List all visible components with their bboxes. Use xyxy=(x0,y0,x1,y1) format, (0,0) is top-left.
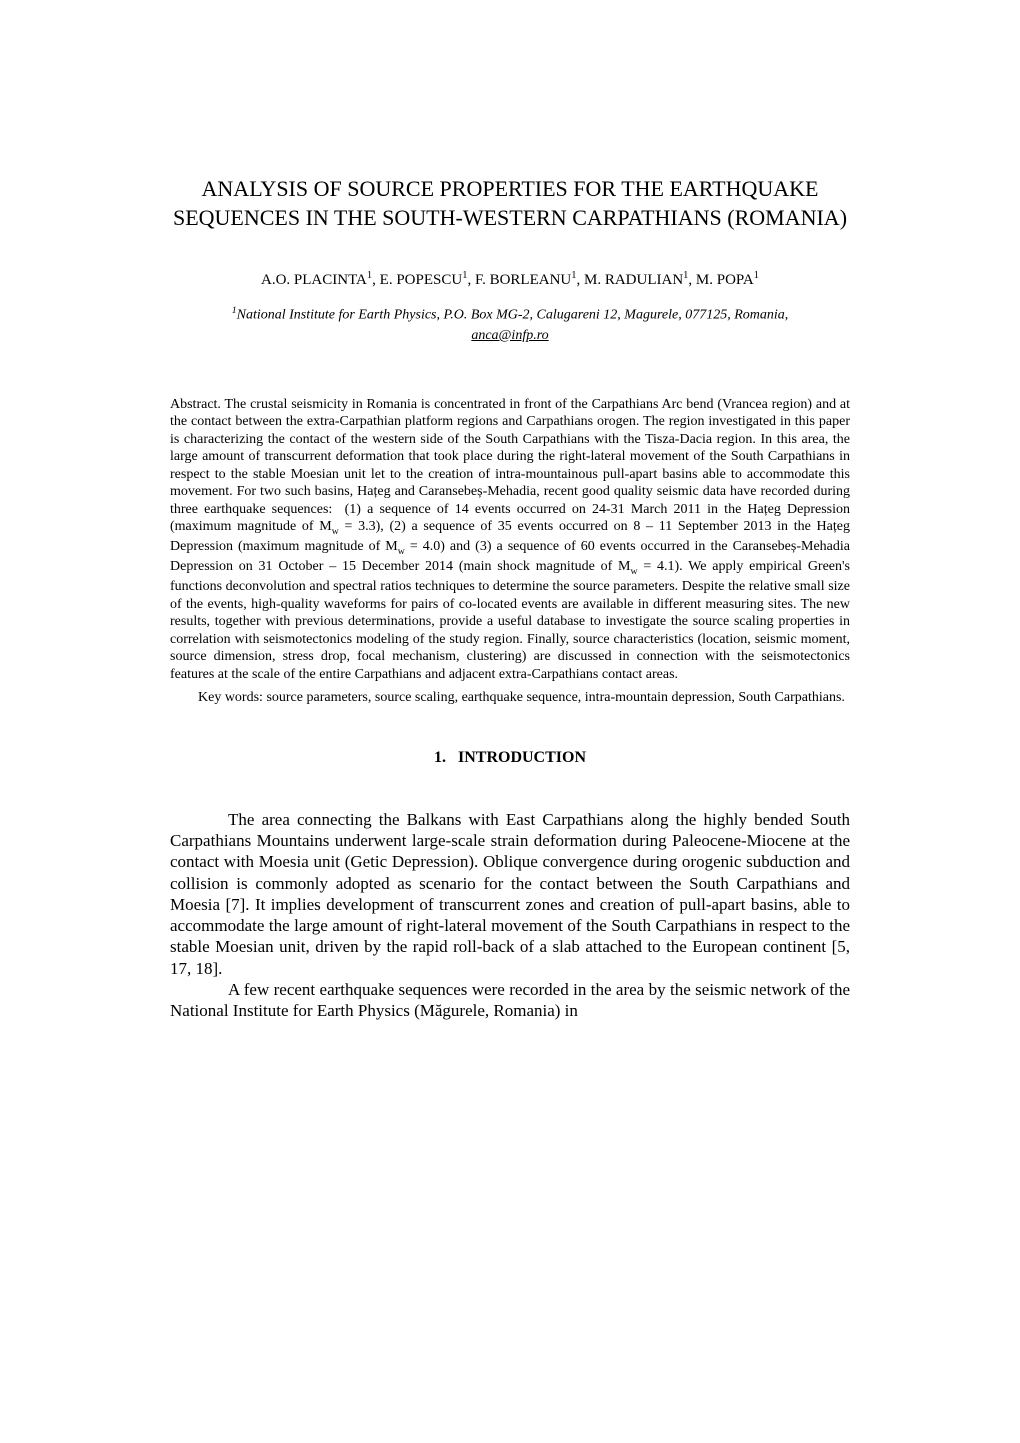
author-name: M. RADULIAN xyxy=(584,272,683,288)
email-link[interactable]: anca@infp.ro xyxy=(170,328,850,344)
body-paragraph: The area connecting the Balkans with Eas… xyxy=(170,809,850,979)
section-title: INTRODUCTION xyxy=(458,749,586,766)
affiliation-text: National Institute for Earth Physics, P.… xyxy=(237,308,789,323)
section-heading: 1. INTRODUCTION xyxy=(170,749,850,767)
body-paragraph: A few recent earthquake sequences were r… xyxy=(170,979,850,1022)
author-name: A.O. PLACINTA xyxy=(261,272,367,288)
affiliation-line: 1National Institute for Earth Physics, P… xyxy=(170,305,850,324)
author-sup: 1 xyxy=(683,270,688,281)
paper-title: ANALYSIS OF SOURCE PROPERTIES FOR THE EA… xyxy=(170,175,850,232)
author-sup: 1 xyxy=(462,270,467,281)
author-sup: 1 xyxy=(571,270,576,281)
section-number: 1. xyxy=(434,749,446,766)
author-sup: 1 xyxy=(367,270,372,281)
authors-line: A.O. PLACINTA1, E. POPESCU1, F. BORLEANU… xyxy=(170,270,850,289)
author-name: E. POPESCU xyxy=(380,272,463,288)
keywords-label: Key words: xyxy=(198,690,263,705)
author-sup: 1 xyxy=(754,270,759,281)
author-name: M. POPA xyxy=(696,272,754,288)
abstract-block: Abstract. The crustal seismicity in Roma… xyxy=(170,396,850,684)
keywords-text: source parameters, source scaling, earth… xyxy=(266,690,844,705)
keywords-block: Key words: source parameters, source sca… xyxy=(170,689,850,707)
author-name: F. BORLEANU xyxy=(475,272,571,288)
abstract-label: Abstract. xyxy=(170,397,221,412)
